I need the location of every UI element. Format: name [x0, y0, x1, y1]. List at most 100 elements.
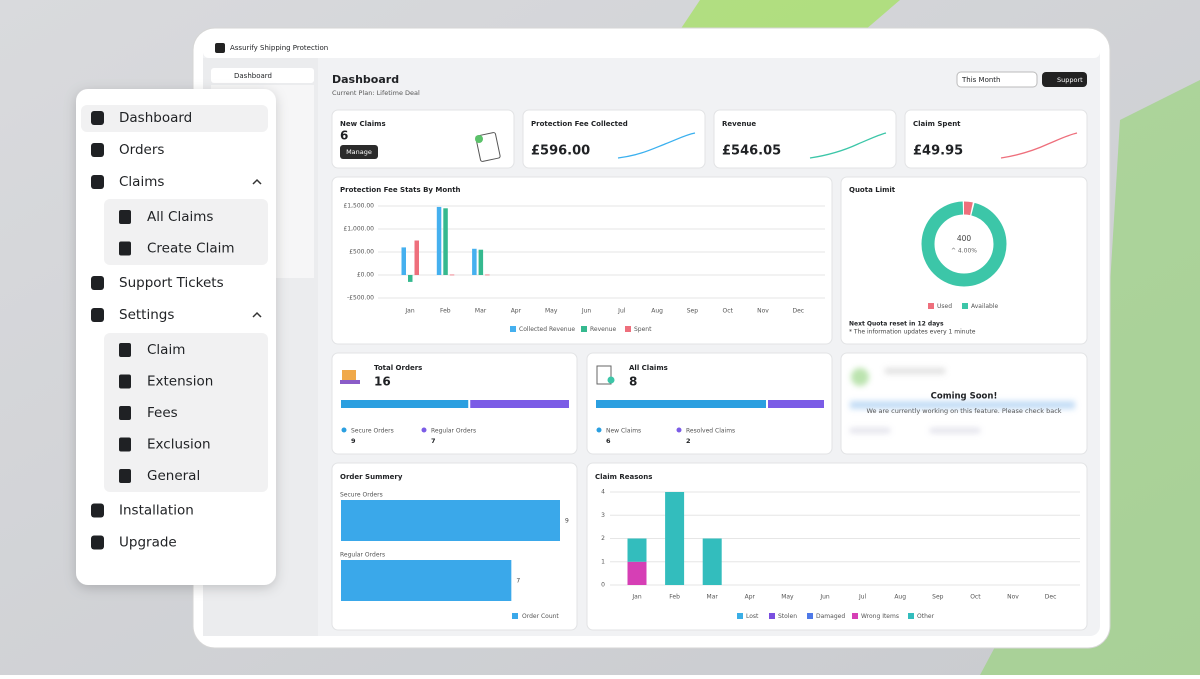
y-tick-label: £500.00	[349, 249, 374, 256]
submenu-item[interactable]: General	[147, 468, 200, 484]
y-tick-label: 2	[601, 535, 605, 542]
x-tick-label: Oct	[723, 308, 734, 315]
legend-value: 9	[351, 437, 356, 445]
legend-label: Regular Orders	[431, 428, 476, 435]
stat-label: Claim Spent	[913, 120, 961, 128]
menu-icon	[119, 374, 131, 389]
bar	[478, 249, 484, 275]
menu-icon	[119, 210, 131, 224]
menu-active[interactable]	[81, 105, 268, 132]
menu-icon	[91, 175, 104, 189]
bar	[408, 275, 413, 282]
manage-button[interactable]: Manage	[346, 148, 372, 156]
x-tick-label: Oct	[970, 594, 981, 601]
sparkline	[1000, 132, 1078, 159]
title-bar	[203, 38, 1100, 58]
bar-segment	[702, 538, 722, 585]
bar	[341, 560, 512, 601]
menu-icon	[91, 111, 104, 125]
menu-icon	[91, 535, 104, 550]
chevron	[252, 178, 262, 185]
x-tick-label: Jan	[631, 594, 641, 601]
legend-swatch	[510, 326, 516, 332]
donut-segment	[921, 201, 1007, 287]
support-button[interactable]	[1042, 72, 1087, 87]
data-label: 9	[565, 518, 569, 525]
stat-value: £49.95	[913, 144, 963, 159]
card	[331, 462, 578, 631]
card-total: 8	[629, 375, 637, 389]
menu-item[interactable]: Upgrade	[119, 535, 177, 551]
app-title: Assurify Shipping Protection	[230, 44, 328, 52]
menu-item[interactable]: Claims	[119, 174, 164, 190]
card	[586, 462, 1088, 631]
stat-value: 6	[340, 129, 348, 143]
support-button[interactable]: Support	[1057, 76, 1083, 84]
period-select[interactable]: This Month	[961, 76, 1000, 84]
menu-icon	[119, 406, 131, 420]
submenu-item[interactable]: Create Claim	[147, 241, 235, 257]
x-tick-label: Dec	[1045, 594, 1057, 601]
submenu-item[interactable]: Exclusion	[147, 437, 211, 453]
submenu-item[interactable]: Claim	[147, 342, 185, 358]
y-tick-label: £1,000.00	[343, 226, 374, 233]
stat-label: Protection Fee Collected	[531, 120, 628, 128]
menu-item[interactable]: Support Tickets	[119, 275, 224, 291]
x-tick-label: Jan	[404, 308, 414, 315]
page-subtitle: Current Plan: Lifetime Deal	[332, 89, 420, 97]
legend-label: Available	[971, 303, 998, 310]
sidebar-active[interactable]	[211, 68, 314, 83]
legend-swatch	[512, 613, 518, 619]
submenu-item[interactable]: Fees	[147, 405, 178, 421]
progress-segment	[768, 400, 824, 408]
donut-total: 400	[957, 234, 972, 243]
y-tick-label: 4	[601, 489, 605, 496]
coming-soon-blur	[850, 368, 1075, 433]
legend-swatch	[807, 613, 813, 619]
chart-title: Protection Fee Stats By Month	[340, 186, 461, 194]
bar-segment	[627, 538, 647, 562]
sparkline	[809, 132, 887, 159]
menu-item[interactable]: Settings	[119, 307, 174, 323]
x-tick-label: Mar	[475, 308, 487, 315]
x-tick-label: Aug	[651, 308, 663, 315]
menu-item[interactable]: Installation	[119, 503, 194, 519]
bar-segment	[665, 492, 685, 585]
data-label: 7	[516, 578, 520, 585]
legend-label: Collected Revenue	[519, 326, 575, 333]
manage-button[interactable]	[340, 145, 378, 159]
x-tick-label: Feb	[669, 594, 680, 601]
submenu-panel	[104, 199, 268, 265]
x-tick-label: Sep	[932, 594, 944, 601]
legend-label: Resolved Claims	[686, 428, 735, 435]
legend-dot	[421, 427, 427, 433]
menu-item[interactable]: Dashboard	[119, 110, 192, 126]
legend-dot	[676, 427, 682, 433]
legend-label: Damaged	[816, 613, 845, 620]
period-select[interactable]	[956, 71, 1038, 88]
legend-label: Used	[937, 303, 952, 310]
claims-icon	[596, 365, 615, 385]
bar	[401, 247, 406, 275]
orders-icon	[340, 370, 360, 384]
note: * The information updates every 1 minute	[849, 329, 976, 336]
y-tick-label: 0	[601, 582, 605, 589]
bar	[472, 248, 477, 275]
card	[331, 176, 833, 345]
card-total: 16	[374, 375, 391, 389]
legend-swatch	[962, 303, 968, 309]
legend-dot	[596, 427, 602, 433]
note: Next Quota reset in 12 days	[849, 321, 944, 328]
legend-label: Stolen	[778, 613, 797, 620]
claim-illustration	[475, 132, 501, 162]
submenu-item[interactable]: All Claims	[147, 209, 213, 225]
stat-label: New Claims	[340, 120, 386, 128]
y-tick-label: -£500.00	[347, 295, 374, 302]
menu-item[interactable]: Orders	[119, 142, 164, 158]
menu-icon	[91, 308, 104, 322]
sidebar-item[interactable]: Dashboard	[234, 72, 272, 80]
progress-segment	[341, 400, 469, 408]
submenu-item[interactable]: Extension	[147, 374, 213, 390]
